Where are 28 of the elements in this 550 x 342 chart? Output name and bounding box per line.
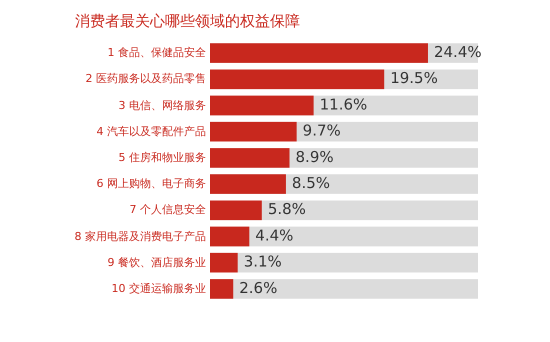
y-tick-label: 3 电信、网络服务: [118, 98, 206, 114]
bar: [210, 252, 238, 273]
y-tick-label: 8 家用电器及消费电子产品: [74, 228, 206, 244]
y-tick-label: 2 医药服务以及药品零售: [86, 71, 206, 88]
bar: [210, 279, 234, 299]
data-label: 3.1%: [244, 252, 282, 271]
y-tick-label: 5 住房和物业服务: [118, 150, 206, 166]
y-tick-label: 1 食品、保健品安全: [108, 45, 206, 62]
y-tick-label: 6 网上购物、电子商务: [96, 176, 206, 192]
data-label: 2.6%: [239, 278, 278, 297]
bar: [210, 226, 250, 246]
chart-title: 消费者最关心哪些领域的权益保障: [75, 12, 300, 31]
data-label: 24.4%: [434, 42, 482, 61]
y-tick-label: 7 个人信息安全: [130, 202, 206, 218]
bar: [210, 122, 297, 142]
y-tick-label: 10 交通运输服务业: [112, 280, 206, 297]
data-label: 19.5%: [390, 69, 438, 88]
data-label: 8.9%: [296, 148, 334, 166]
data-label: 9.7%: [302, 122, 341, 140]
y-tick-label: 4 汽车以及零配件产品: [96, 124, 206, 140]
bar: [210, 148, 290, 168]
data-label: 5.8%: [268, 200, 306, 218]
data-label: 8.5%: [292, 174, 330, 192]
bar: [210, 200, 262, 220]
bar: [210, 174, 286, 194]
data-label: 11.6%: [320, 95, 368, 114]
data-label: 4.4%: [255, 226, 294, 244]
y-tick-label: 9 餐饮、酒店服务业: [108, 254, 206, 271]
